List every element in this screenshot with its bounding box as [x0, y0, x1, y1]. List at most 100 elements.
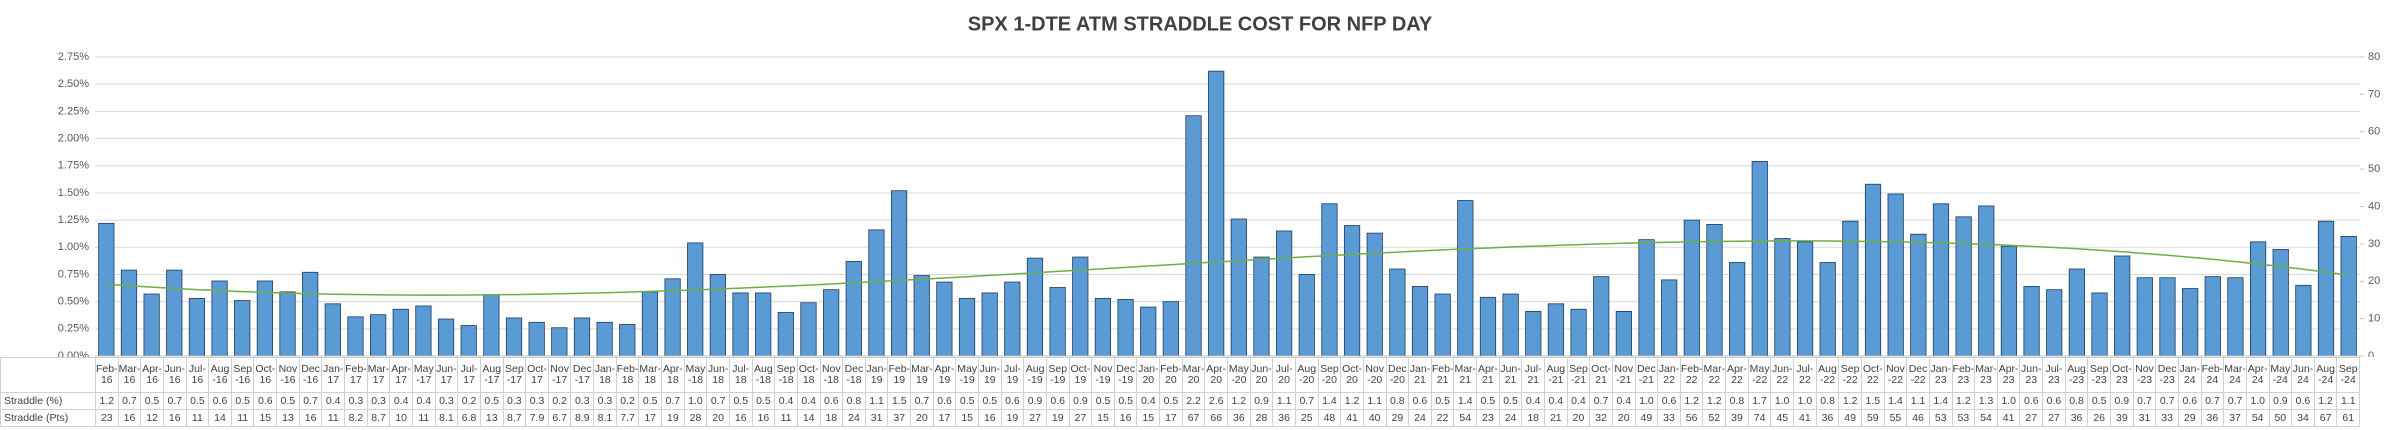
table-cell: 0.4	[389, 392, 413, 410]
x-tick-label: Sep-16	[230, 357, 255, 393]
table-cell: 0.8	[1725, 392, 1749, 410]
bar	[755, 292, 772, 357]
bar	[1706, 224, 1723, 357]
table-cell: 0.5	[1113, 392, 1138, 410]
table-cell: 59	[1860, 409, 1885, 427]
bar	[98, 222, 115, 357]
bar	[1615, 311, 1632, 357]
table-cell: 1.2	[1340, 392, 1364, 410]
table-cell: 0.5	[140, 392, 164, 410]
x-tick-label: Mar-22	[1702, 357, 1727, 393]
bar	[1910, 233, 1927, 357]
table-cell: 27	[2019, 409, 2044, 427]
table-cell: 1.2	[1227, 392, 1251, 410]
table-cell: 0.3	[366, 392, 391, 410]
table-cell: 24	[1498, 409, 1523, 427]
bar	[1661, 279, 1678, 357]
table-cell: 17	[638, 409, 663, 427]
bar	[619, 324, 636, 357]
x-tick-label: Jan-23	[1928, 357, 1953, 393]
table-cell: 1.5	[1860, 392, 1885, 410]
table-cell: 1.0	[683, 392, 708, 410]
y-tick-label: 2.75%	[58, 51, 89, 63]
x-tick-label: Sep-20	[1317, 357, 1342, 393]
x-tick-label: Nov-18	[819, 357, 844, 393]
y2-tick-label: 20	[2368, 275, 2380, 287]
x-tick-label: Aug-16	[208, 357, 232, 393]
x-tick-label: Mar-20	[1181, 357, 1206, 393]
x-tick-label: Apr-24	[2245, 357, 2270, 393]
x-tick-label: Oct-21	[1589, 357, 1613, 393]
table-cell: 0.5	[1476, 392, 1500, 410]
table-cell: 6.7	[547, 409, 572, 427]
table-cell: 23	[95, 409, 119, 427]
bar	[392, 308, 409, 357]
y2-tick-label: 80	[2368, 51, 2380, 63]
x-tick-label: Feb-19	[887, 357, 912, 393]
x-tick-label: Nov-20	[1362, 357, 1387, 393]
table-cell: 16	[1113, 409, 1138, 427]
x-tick-label: Sep-17	[502, 357, 527, 393]
table-cell: 32	[1589, 409, 1613, 427]
table-cell: 19	[661, 409, 685, 427]
x-tick-label: Aug-20	[1294, 357, 1319, 393]
x-tick-label: May-19	[955, 357, 979, 393]
y-tick-label: 2.50%	[58, 78, 89, 90]
x-tick-label: Jun-21	[1498, 357, 1523, 393]
x-tick-label: Apr-18	[661, 357, 685, 393]
bar	[1072, 256, 1089, 357]
table-cell: 18	[1521, 409, 1545, 427]
y-tick-label: 0.25%	[58, 323, 89, 335]
x-tick-label: Dec-22	[1906, 357, 1930, 393]
y2-tick-label: 50	[2368, 163, 2380, 175]
table-cell: 0.4	[1136, 392, 1161, 410]
table-cell: 0.7	[117, 392, 142, 410]
bar	[460, 325, 477, 357]
bar	[2249, 241, 2267, 357]
table-cell: 0.8	[1815, 392, 1840, 410]
x-tick-label: Feb-17	[344, 357, 368, 393]
bar	[234, 300, 251, 357]
table-cell: 36	[1815, 409, 1840, 427]
table-cell: 15	[1136, 409, 1161, 427]
bar	[800, 302, 817, 357]
bar	[505, 317, 523, 357]
bar	[958, 297, 976, 357]
bar	[1887, 193, 1904, 357]
table-cell: 1.1	[1272, 392, 1296, 410]
table-cell: 1.1	[1362, 392, 1387, 410]
bar	[2204, 276, 2221, 357]
x-tick-label: Feb-20	[1159, 357, 1183, 393]
table-cell: 8.1	[434, 409, 459, 427]
bar	[1547, 303, 1565, 357]
table-cell: 33	[2155, 409, 2179, 427]
x-tick-label: Feb-22	[1679, 357, 1704, 393]
table-cell: 0.4	[321, 392, 346, 410]
table-cell: 1.0	[1793, 392, 1817, 410]
bar	[143, 293, 160, 357]
bar	[1140, 306, 1157, 357]
table-cell: 0.4	[1521, 392, 1545, 410]
table-cell: 0.5	[638, 392, 663, 410]
table-cell: 16	[298, 409, 323, 427]
x-tick-label: Mar-16	[117, 357, 142, 393]
table-cell: 0.5	[1159, 392, 1183, 410]
table-cell: 48	[1317, 409, 1342, 427]
category-row: Feb-16 Mar-16 Apr-16 Jun-16 Jul-16 Aug-16 Sep-…	[0, 357, 2361, 393]
x-tick-label: Mar-17	[366, 357, 391, 393]
x-tick-label: Feb-16	[95, 357, 119, 393]
bar	[1593, 276, 1610, 357]
bar	[528, 321, 545, 357]
bar	[1298, 274, 1315, 357]
table-cell: 20	[910, 409, 934, 427]
table-cell: 37	[2223, 409, 2247, 427]
bar	[1434, 293, 1451, 357]
table-cell: 0.9	[1249, 392, 1274, 410]
table-cell: 28	[683, 409, 708, 427]
table-cell: 22	[1430, 409, 1455, 427]
x-tick-label: Apr-22	[1725, 357, 1749, 393]
table-cell: 0.6	[2291, 392, 2315, 410]
table-cell: 41	[1996, 409, 2021, 427]
table-cell: 0.7	[2155, 392, 2179, 410]
x-tick-label: Nov-16	[276, 357, 300, 393]
